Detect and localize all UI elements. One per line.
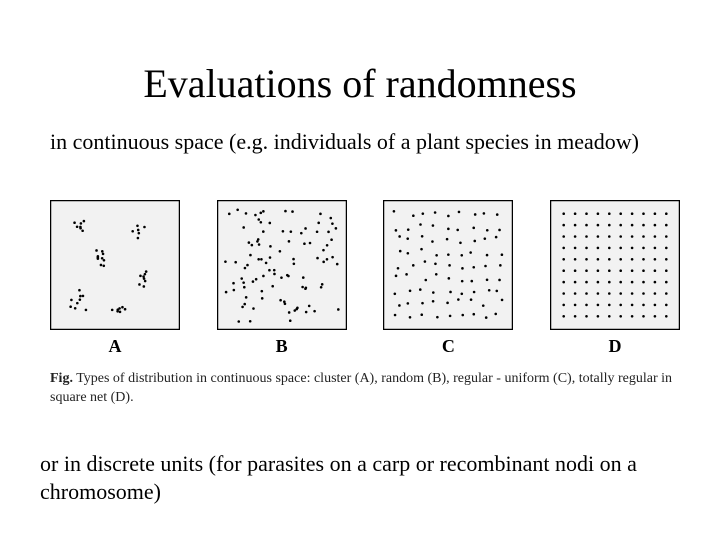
figure-caption: Fig. Types of distribution in continuous… [50, 370, 680, 408]
panel-c-label: C [442, 336, 455, 357]
caption-body: Types of distribution in continuous spac… [50, 371, 672, 405]
panel-a: A [50, 200, 180, 357]
panel-d-label: D [608, 336, 621, 357]
slide: Evaluations of randomness in continuous … [0, 0, 720, 540]
panel-d-svg [550, 200, 680, 330]
caption-lead: Fig. [50, 371, 73, 386]
panel-d: D [550, 200, 680, 357]
figure-row: A B C D [50, 200, 680, 357]
panel-a-svg [50, 200, 180, 330]
subtitle-continuous: in continuous space (e.g. individuals of… [50, 128, 650, 156]
panel-b-svg [217, 200, 347, 330]
panel-c-svg [383, 200, 513, 330]
subtitle-discrete: or in discrete units (for parasites on a… [40, 450, 690, 505]
panel-b-label: B [276, 336, 288, 357]
panel-a-label: A [109, 336, 122, 357]
panel-b: B [217, 200, 347, 357]
panel-c: C [383, 200, 513, 357]
page-title: Evaluations of randomness [0, 60, 720, 107]
